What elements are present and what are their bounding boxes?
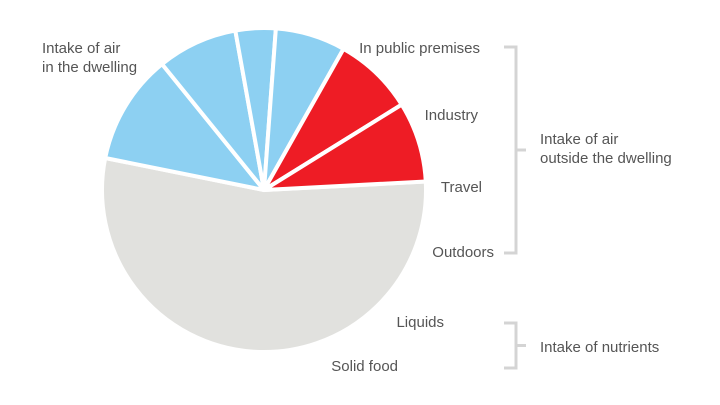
group-label-outside: Intake of air outside the dwelling xyxy=(540,131,672,167)
group-bracket-outside xyxy=(504,45,526,255)
slice-label-in-public-premises: In public premises xyxy=(359,40,480,57)
group-bracket-nutrients xyxy=(504,321,526,370)
slice-label-liquids: Liquids xyxy=(396,314,444,331)
pie-slices xyxy=(100,26,428,355)
group-label-nutrients: Intake of nutrients xyxy=(540,339,659,356)
group-brackets xyxy=(504,45,526,370)
group-labels: Intake of air outside the dwelling Intake … xyxy=(540,131,672,356)
pie-slice-intake-of-air-in-the-dwelling xyxy=(100,155,428,355)
pie-slice-in-public-premises xyxy=(103,62,266,192)
slice-label-solid-food: Solid food xyxy=(331,358,398,375)
slice-labels: Intake of air in the dwelling In public pr… xyxy=(42,40,494,375)
slice-label-outdoors: Outdoors xyxy=(432,244,494,261)
pie-slice-solid-food xyxy=(262,102,428,192)
slice-label-travel: Travel xyxy=(441,179,482,196)
slice-label-industry: Industry xyxy=(425,107,479,124)
slice-label-intake-of-air-in-the-dwelling: Intake of air in the dwelling xyxy=(42,40,137,76)
